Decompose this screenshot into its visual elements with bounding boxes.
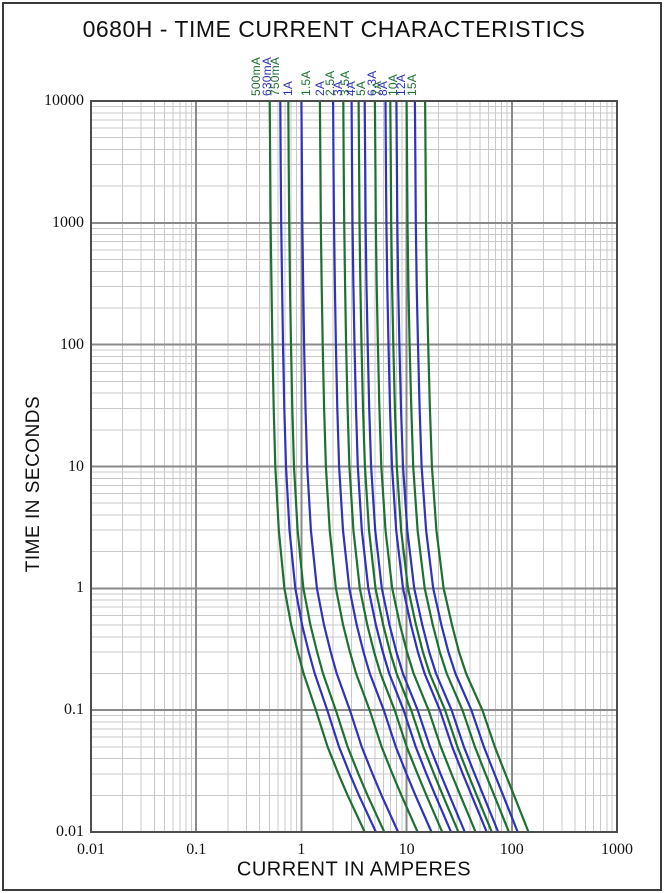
curve-label-15A: 15A bbox=[404, 74, 419, 96]
x-tick-100: 100 bbox=[499, 841, 524, 858]
curve-2.5A bbox=[342, 99, 444, 834]
x-tick-1000: 1000 bbox=[601, 841, 633, 858]
curve-2A bbox=[332, 99, 433, 834]
y-tick-100: 100 bbox=[60, 335, 84, 353]
curve-8A bbox=[395, 99, 500, 834]
plot-area bbox=[90, 99, 618, 834]
curve-7A bbox=[389, 99, 493, 834]
x-axis-title: CURRENT IN AMPERES bbox=[236, 858, 472, 881]
y-tick-1: 1 bbox=[76, 579, 84, 597]
chart-title: 0680H - TIME CURRENT CHARACTERISTICS bbox=[82, 16, 586, 42]
curve-1A bbox=[300, 99, 400, 834]
curve-label-750mA: 750mA bbox=[267, 56, 282, 96]
y-tick-0.1: 0.1 bbox=[64, 701, 84, 719]
curve-750mA bbox=[287, 99, 386, 834]
curve-6.3A bbox=[384, 99, 488, 834]
y-axis-title: TIME IN SECONDS bbox=[23, 395, 44, 573]
curve-3.5A bbox=[357, 99, 460, 834]
plot-border bbox=[90, 100, 618, 833]
curve-3A bbox=[350, 99, 453, 834]
y-tick-1000: 1000 bbox=[52, 213, 84, 231]
y-tick-0.01: 0.01 bbox=[56, 823, 84, 840]
x-tick-0.01: 0.01 bbox=[77, 841, 105, 858]
curve-15A bbox=[424, 99, 530, 834]
curve-500mA bbox=[268, 99, 366, 834]
x-tick-1: 1 bbox=[297, 841, 306, 858]
curves bbox=[268, 99, 530, 834]
curve-12A bbox=[413, 99, 519, 834]
y-tick-10: 10 bbox=[68, 457, 84, 475]
curve-10A bbox=[405, 99, 510, 834]
curve-630mA bbox=[279, 99, 377, 834]
x-tick-10: 10 bbox=[398, 841, 415, 858]
y-tick-10000: 10000 bbox=[44, 92, 84, 109]
curve-label-1A: 1A bbox=[280, 80, 295, 96]
x-tick-0.1: 0.1 bbox=[186, 841, 207, 858]
curve-1.5A bbox=[318, 99, 419, 834]
curve-4A bbox=[363, 99, 466, 834]
curve-5A bbox=[373, 99, 477, 834]
curve-label-1.5A: 1.5A bbox=[299, 70, 314, 97]
